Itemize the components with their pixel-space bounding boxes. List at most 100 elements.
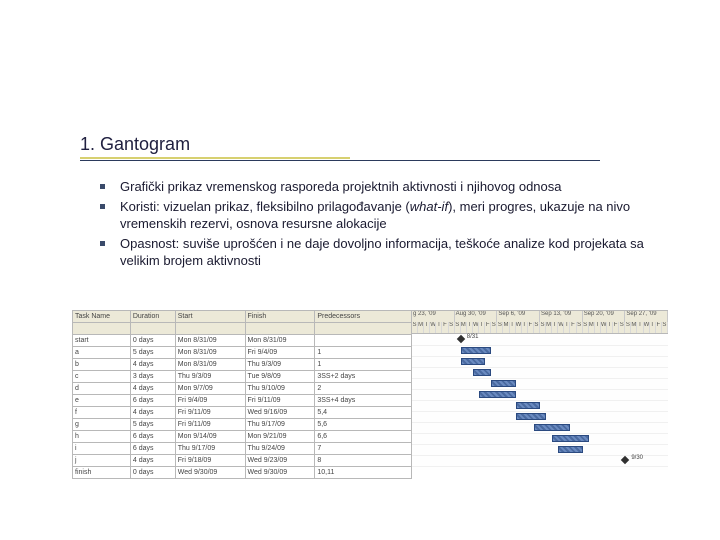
table-cell: 4 days [130, 455, 175, 467]
gantt-bar [552, 435, 589, 442]
rule-navy [80, 160, 600, 161]
table-cell: Tue 9/8/09 [245, 371, 315, 383]
column-header: Start [175, 311, 245, 323]
table-cell: g [73, 419, 131, 431]
table-cell: 0 days [130, 335, 175, 347]
table-cell: j [73, 455, 131, 467]
table-cell: Mon 8/31/09 [175, 347, 245, 359]
bullet-square-icon [100, 204, 105, 209]
table-cell: i [73, 443, 131, 455]
column-header [245, 323, 315, 335]
timeline-days: SMTWTFSSMTWTFSSMTWTFSSMTWTFSSMTWTFSSMTWT… [412, 322, 668, 333]
table-cell: e [73, 395, 131, 407]
table-cell: start [73, 335, 131, 347]
table-cell: 6 days [130, 395, 175, 407]
table-cell: d [73, 383, 131, 395]
table-cell: Mon 8/31/09 [245, 335, 315, 347]
bullet-item: Opasnost: suviše uprošćen i ne daje dovo… [100, 235, 660, 270]
table-cell: Mon 8/31/09 [175, 335, 245, 347]
table-cell: Thu 9/24/09 [245, 443, 315, 455]
column-header [175, 323, 245, 335]
gantt-bar [516, 413, 546, 420]
table-cell [315, 335, 412, 347]
bullet-square-icon [100, 184, 105, 189]
table-cell: finish [73, 467, 131, 479]
week-label: g 23, '09 [412, 311, 455, 322]
table-cell: Fri 9/11/09 [175, 419, 245, 431]
table-cell: Mon 8/31/09 [175, 359, 245, 371]
table-cell: 5,6 [315, 419, 412, 431]
gantt-bar [558, 446, 582, 453]
column-header [73, 323, 131, 335]
column-header: Finish [245, 311, 315, 323]
table-cell: h [73, 431, 131, 443]
table-cell: 5 days [130, 419, 175, 431]
table-row: g5 daysFri 9/11/09Thu 9/17/095,6 [73, 419, 412, 431]
week-label: Sep 20, '09 [583, 311, 626, 322]
table-cell: Thu 9/10/09 [245, 383, 315, 395]
timeline-row [412, 455, 668, 467]
gantt-bar [491, 380, 515, 387]
week-label: Sep 13, '09 [540, 311, 583, 322]
table-cell: Fri 9/4/09 [175, 395, 245, 407]
table-cell: Thu 9/17/09 [245, 419, 315, 431]
milestone-label: 9/30 [631, 455, 643, 461]
table-cell: 4 days [130, 359, 175, 371]
table-cell: 3SS+2 days [315, 371, 412, 383]
column-header: Predecessors [315, 311, 412, 323]
table-row: d4 daysMon 9/7/09Thu 9/10/092 [73, 383, 412, 395]
slide-title: 1. Gantogram [80, 134, 600, 155]
table-cell: Fri 9/11/09 [175, 407, 245, 419]
table-row: j4 daysFri 9/18/09Wed 9/23/098 [73, 455, 412, 467]
table-cell: 0 days [130, 467, 175, 479]
table-cell: 8 [315, 455, 412, 467]
table-cell: 3SS+4 days [315, 395, 412, 407]
gantt-bar [516, 402, 540, 409]
table-cell: 3 days [130, 371, 175, 383]
table-row: e6 daysFri 9/4/09Fri 9/11/093SS+4 days [73, 395, 412, 407]
table-cell: 6 days [130, 443, 175, 455]
table-cell: f [73, 407, 131, 419]
bullet-text: Opasnost: suviše uprošćen i ne daje dovo… [120, 236, 644, 269]
table-cell: 10,11 [315, 467, 412, 479]
table-cell: Fri 9/11/09 [245, 395, 315, 407]
table-cell: Thu 9/3/09 [175, 371, 245, 383]
table-cell: 4 days [130, 383, 175, 395]
table-cell: Mon 9/21/09 [245, 431, 315, 443]
table-cell: b [73, 359, 131, 371]
table-cell: 4 days [130, 407, 175, 419]
timeline-weeks: g 23, '09Aug 30, '09Sep 6, '09Sep 13, '0… [412, 311, 668, 322]
table-cell: 1 [315, 347, 412, 359]
milestone-label: 8/31 [467, 334, 479, 340]
timeline-body: 8/31 9/30 [412, 334, 668, 466]
gantt-timeline: g 23, '09Aug 30, '09Sep 6, '09Sep 13, '0… [412, 310, 668, 470]
bullet-text: Koristi: vizuelan prikaz, fleksibilno pr… [120, 199, 630, 232]
table-cell: Thu 9/3/09 [245, 359, 315, 371]
table-cell: Wed 9/16/09 [245, 407, 315, 419]
gantt-bar [473, 369, 491, 376]
gantt-bar [461, 358, 485, 365]
gantt-chart: Task NameDurationStartFinishPredecessors… [72, 310, 668, 470]
rule-yellow [80, 157, 350, 159]
table-row: b4 daysMon 8/31/09Thu 9/3/091 [73, 359, 412, 371]
table-row: f4 daysFri 9/11/09Wed 9/16/095,4 [73, 407, 412, 419]
day-label: S [662, 322, 668, 333]
column-header [315, 323, 412, 335]
table-cell: Mon 9/14/09 [175, 431, 245, 443]
table-cell: Fri 9/18/09 [175, 455, 245, 467]
table-row: a5 daysMon 8/31/09Fri 9/4/091 [73, 347, 412, 359]
table-cell: 1 [315, 359, 412, 371]
table-cell: Thu 9/17/09 [175, 443, 245, 455]
table-row: c3 daysThu 9/3/09Tue 9/8/093SS+2 days [73, 371, 412, 383]
table-row: i6 daysThu 9/17/09Thu 9/24/097 [73, 443, 412, 455]
table-cell: a [73, 347, 131, 359]
table-cell: Wed 9/23/09 [245, 455, 315, 467]
week-label: Aug 30, '09 [455, 311, 498, 322]
table-cell: 7 [315, 443, 412, 455]
table-cell: Fri 9/4/09 [245, 347, 315, 359]
table-cell: Mon 9/7/09 [175, 383, 245, 395]
table-row: start0 daysMon 8/31/09Mon 8/31/09 [73, 335, 412, 347]
bullet-list: Grafički prikaz vremenskog rasporeda pro… [100, 178, 660, 272]
table-cell: 5 days [130, 347, 175, 359]
week-label: Sep 27, '09 [625, 311, 668, 322]
